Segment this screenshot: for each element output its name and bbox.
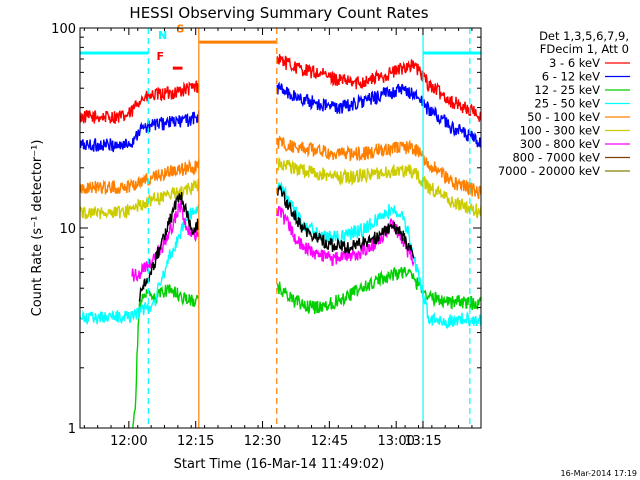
series-line-1 [80, 81, 481, 153]
overlay-layer: NS F [80, 22, 481, 428]
legend-label-2: 12 - 25 keV [534, 83, 600, 97]
series-1 [80, 81, 481, 153]
y-tick-label-2: 100 [51, 22, 76, 37]
series-5 [80, 156, 481, 221]
legend-label-6: 300 - 800 keV [520, 137, 600, 151]
series-line-0 [80, 54, 481, 125]
series-9 [138, 184, 415, 302]
legend-header-line-2: FDecim 1, Att 0 [540, 42, 629, 56]
x-tick-label-1: 12:15 [177, 434, 214, 449]
x-tick-label-0: 12:00 [110, 434, 147, 449]
legend-header-line-1: Det 1,3,5,6,7,9, [539, 29, 629, 43]
series-2 [132, 266, 481, 428]
series-line-9 [138, 184, 415, 302]
legend-label-7: 800 - 7000 keV [512, 151, 600, 165]
x-tick-label-3: 12:45 [311, 434, 348, 449]
legend-label-1: 6 - 12 keV [542, 70, 600, 84]
series-line-4 [80, 135, 481, 200]
legend-label-8: 7000 - 20000 keV [498, 164, 600, 178]
y-tick-label-1: 10 [59, 222, 76, 237]
x-tick-label-2: 12:30 [244, 434, 281, 449]
y-tick-label-0: 1 [68, 422, 76, 437]
series-line-5 [80, 156, 481, 221]
series-layer [80, 54, 481, 428]
series-0 [80, 54, 481, 125]
x-tick-label-5: 13:15 [404, 434, 441, 449]
chart-title: HESSI Observing Summary Count Rates [129, 4, 428, 22]
legend-label-0: 3 - 6 keV [549, 56, 600, 70]
series-6 [131, 200, 415, 282]
flag-label-N: N [158, 29, 167, 42]
flag-label-F: F [156, 50, 164, 63]
series-line-6 [131, 200, 415, 282]
series-line-3 [80, 181, 481, 330]
legend-label-4: 50 - 100 keV [527, 110, 600, 124]
series-4 [80, 135, 481, 200]
legend: Det 1,3,5,6,7,9, FDecim 1, Att 0 3 - 6 k… [498, 29, 630, 178]
y-axis-label: Count Rate (s⁻¹ detector⁻¹) [30, 140, 45, 317]
legend-label-5: 100 - 300 keV [520, 124, 600, 138]
x-tick-label-4: 13:00 [377, 434, 414, 449]
flag-label-S: S [177, 22, 185, 35]
legend-label-3: 25 - 50 keV [534, 97, 600, 111]
series-3 [80, 181, 481, 330]
footer-timestamp: 16-Mar-2014 17:19 [561, 469, 638, 478]
x-axis-label: Start Time (16-Mar-14 11:49:02) [174, 457, 385, 472]
series-line-2 [132, 266, 481, 428]
